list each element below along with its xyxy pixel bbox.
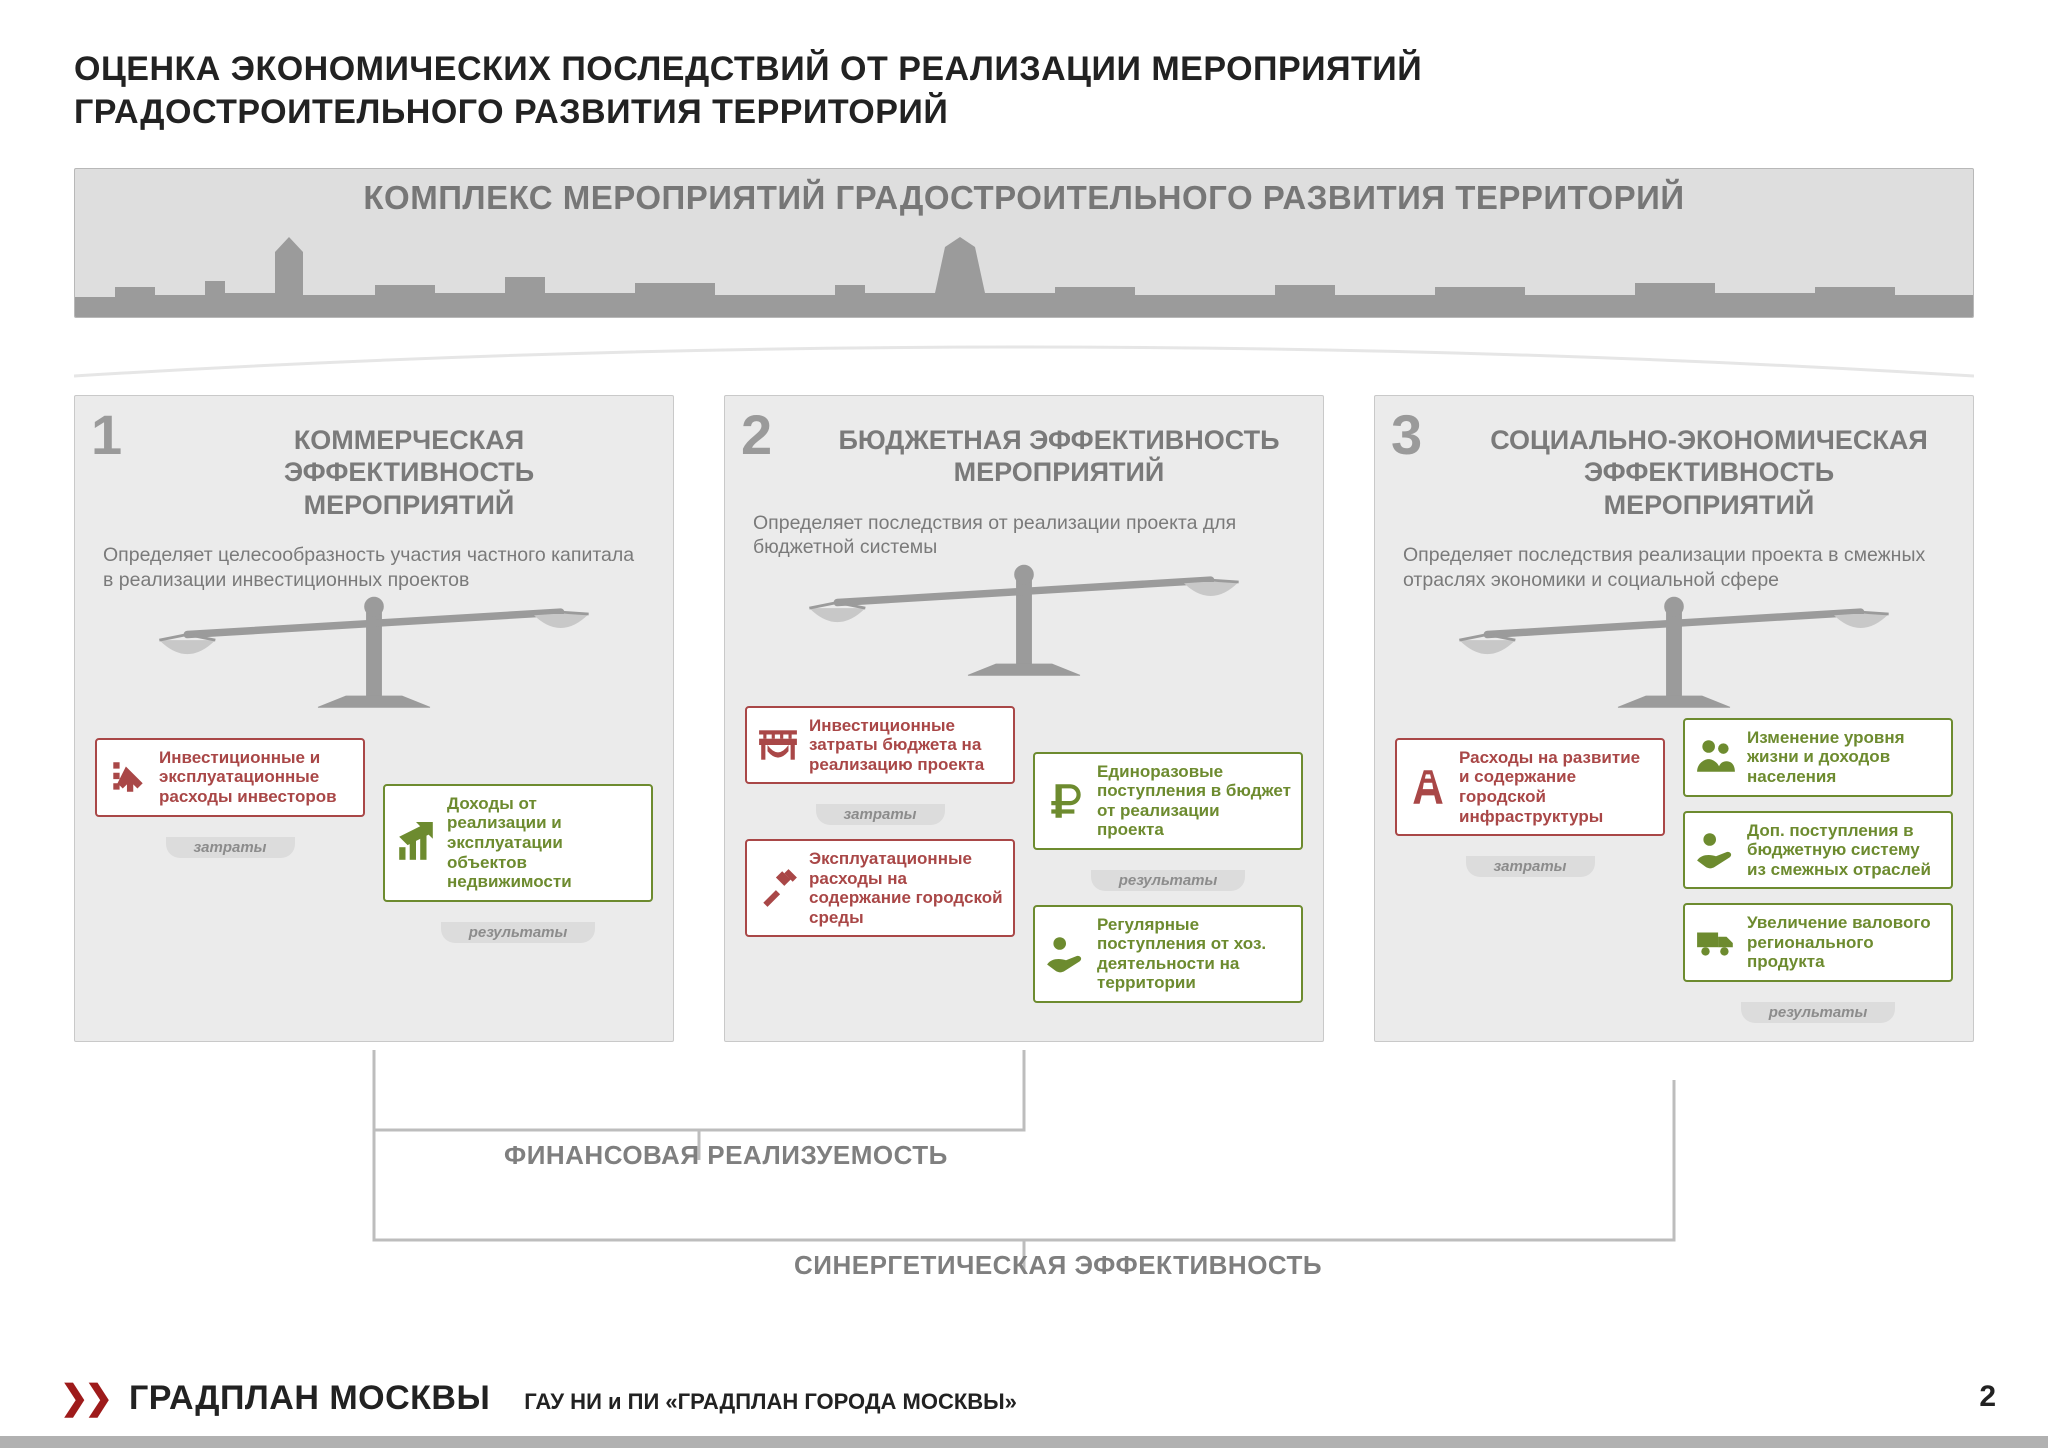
card-3-right-box-1-text: Изменение уровня жизни и доходов населен… bbox=[1747, 728, 1941, 787]
footer-brand: ГРАДПЛАН МОСКВЫ bbox=[129, 1379, 490, 1418]
card-1-right-col: Доходы от реализации и эксплуатации объе… bbox=[383, 784, 653, 943]
road-icon bbox=[1407, 766, 1449, 808]
card-2-right-col: Единоразовые поступления в бюджет от реа… bbox=[1033, 752, 1303, 1003]
banner-title: КОМПЛЕКС МЕРОПРИЯТИЙ ГРАДОСТРОИТЕЛЬНОГО … bbox=[75, 179, 1973, 217]
bottom-label-1: ФИНАНСОВАЯ РЕАЛИЗУЕМОСТЬ bbox=[504, 1140, 948, 1171]
card-1-right-box-1-text: Доходы от реализации и эксплуатации объе… bbox=[447, 794, 641, 892]
card-3-subtitle: Определяет последствия реализации проект… bbox=[1375, 521, 1973, 592]
card-1: 1 КОММЕРЧЕСКАЯ ЭФФЕКТИВНОСТЬ МЕРОПРИЯТИЙ… bbox=[74, 395, 674, 1042]
card-3-number: 3 bbox=[1391, 402, 1422, 467]
card-3-title: СОЦИАЛЬНО-ЭКОНОМИЧЕСКАЯ ЭФФЕКТИВНОСТЬ МЕ… bbox=[1375, 396, 1973, 521]
card-3-left-box-1: Расходы на развитие и содержание городск… bbox=[1395, 738, 1665, 836]
card-3-left-pan-label: затраты bbox=[1466, 856, 1595, 877]
title-line-2: ГРАДОСТРОИТЕЛЬНОГО РАЗВИТИЯ ТЕРРИТОРИЙ bbox=[74, 93, 948, 131]
bottom-connectors: ФИНАНСОВАЯ РЕАЛИЗУЕМОСТЬ СИНЕРГЕТИЧЕСКАЯ… bbox=[74, 1040, 1974, 1320]
card-1-right-pan-label: результаты bbox=[441, 922, 596, 943]
card-3: 3 СОЦИАЛЬНО-ЭКОНОМИЧЕСКАЯ ЭФФЕКТИВНОСТЬ … bbox=[1374, 395, 1974, 1042]
card-3-right-pan-label: результаты bbox=[1741, 1002, 1896, 1023]
chart-up-icon bbox=[395, 822, 437, 864]
card-3-right-box-3: Увеличение валового регионального продук… bbox=[1683, 903, 1953, 982]
bottom-label-2: СИНЕРГЕТИЧЕСКАЯ ЭФФЕКТИВНОСТЬ bbox=[794, 1250, 1322, 1281]
card-2-left-col: Инвестиционные затраты бюджета на реализ… bbox=[745, 706, 1015, 1003]
card-3-left-col: Расходы на развитие и содержание городск… bbox=[1395, 738, 1665, 1023]
card-2-right-pan-label: результаты bbox=[1091, 870, 1246, 891]
card-2-subtitle: Определяет последствия от реализации про… bbox=[725, 489, 1323, 560]
card-2: 2 БЮДЖЕТНАЯ ЭФФЕКТИВНОСТЬ МЕРОПРИЯТИЙ Оп… bbox=[724, 395, 1324, 1042]
people-icon bbox=[1695, 736, 1737, 778]
card-1-title: КОММЕРЧЕСКАЯ ЭФФЕКТИВНОСТЬ МЕРОПРИЯТИЙ bbox=[75, 396, 673, 521]
card-3-right-col: Изменение уровня жизни и доходов населен… bbox=[1683, 718, 1953, 1023]
hand-coin-icon bbox=[1045, 933, 1087, 975]
skyline-icon bbox=[75, 237, 1974, 317]
card-2-right-box-1-text: Единоразовые поступления в бюджет от реа… bbox=[1097, 762, 1291, 840]
card-2-left-box-2: Эксплуатационные расходы на содержание г… bbox=[745, 839, 1015, 937]
card-1-number: 1 bbox=[91, 402, 122, 467]
arrow-down-icon bbox=[107, 756, 149, 798]
chevrons-icon: ❯❯ bbox=[60, 1378, 109, 1418]
card-1-left-pan-label: затраты bbox=[166, 837, 295, 858]
banner: КОМПЛЕКС МЕРОПРИЯТИЙ ГРАДОСТРОИТЕЛЬНОГО … bbox=[74, 168, 1974, 318]
card-3-right-box-2-text: Доп. поступления в бюджетную систему из … bbox=[1747, 821, 1941, 880]
card-2-left-box-2-text: Эксплуатационные расходы на содержание г… bbox=[809, 849, 1003, 927]
card-3-right-box-3-text: Увеличение валового регионального продук… bbox=[1747, 913, 1941, 972]
ruble-icon bbox=[1045, 780, 1087, 822]
card-1-left-box-1: Инвестиционные и эксплуатационные расход… bbox=[95, 738, 365, 817]
footer-sub: ГАУ НИ и ПИ «ГРАДПЛАН ГОРОДА МОСКВЫ» bbox=[524, 1389, 1017, 1415]
card-2-scale bbox=[725, 554, 1323, 694]
tools-icon bbox=[757, 867, 799, 909]
card-3-right-box-2: Доп. поступления в бюджетную систему из … bbox=[1683, 811, 1953, 890]
card-3-scale bbox=[1375, 586, 1973, 726]
bridge-icon bbox=[757, 724, 799, 766]
card-2-left-box-1-text: Инвестиционные затраты бюджета на реализ… bbox=[809, 716, 1003, 775]
curve-separator bbox=[74, 318, 1974, 378]
card-1-right-box-1: Доходы от реализации и эксплуатации объе… bbox=[383, 784, 653, 902]
footer-bar bbox=[0, 1436, 2048, 1448]
card-2-right-box-1: Единоразовые поступления в бюджет от реа… bbox=[1033, 752, 1303, 850]
card-3-right-box-1: Изменение уровня жизни и доходов населен… bbox=[1683, 718, 1953, 797]
title-line-1: ОЦЕНКА ЭКОНОМИЧЕСКИХ ПОСЛЕДСТВИЙ ОТ РЕАЛ… bbox=[74, 50, 1422, 88]
card-1-left-box-1-text: Инвестиционные и эксплуатационные расход… bbox=[159, 748, 353, 807]
card-3-left-box-1-text: Расходы на развитие и содержание городск… bbox=[1459, 748, 1653, 826]
card-2-title: БЮДЖЕТНАЯ ЭФФЕКТИВНОСТЬ МЕРОПРИЯТИЙ bbox=[725, 396, 1323, 489]
card-1-subtitle: Определяет целесообразность участия част… bbox=[75, 521, 673, 592]
hand-coin-icon bbox=[1695, 829, 1737, 871]
card-2-right-box-2: Регулярные поступления от хоз. деятельно… bbox=[1033, 905, 1303, 1003]
page-number: 2 bbox=[1979, 1380, 1996, 1414]
card-2-right-box-2-text: Регулярные поступления от хоз. деятельно… bbox=[1097, 915, 1291, 993]
footer: ❯❯ ГРАДПЛАН МОСКВЫ ГАУ НИ и ПИ «ГРАДПЛАН… bbox=[60, 1378, 1017, 1418]
page-title: ОЦЕНКА ЭКОНОМИЧЕСКИХ ПОСЛЕДСТВИЙ ОТ РЕАЛ… bbox=[74, 48, 1674, 133]
card-1-scale bbox=[75, 586, 673, 726]
card-2-left-pan-label: затраты bbox=[816, 804, 945, 825]
card-1-left-col: Инвестиционные и эксплуатационные расход… bbox=[95, 738, 365, 943]
card-2-number: 2 bbox=[741, 402, 772, 467]
card-2-left-box-1: Инвестиционные затраты бюджета на реализ… bbox=[745, 706, 1015, 785]
truck-icon bbox=[1695, 922, 1737, 964]
cards-row: 1 КОММЕРЧЕСКАЯ ЭФФЕКТИВНОСТЬ МЕРОПРИЯТИЙ… bbox=[74, 395, 1974, 1042]
